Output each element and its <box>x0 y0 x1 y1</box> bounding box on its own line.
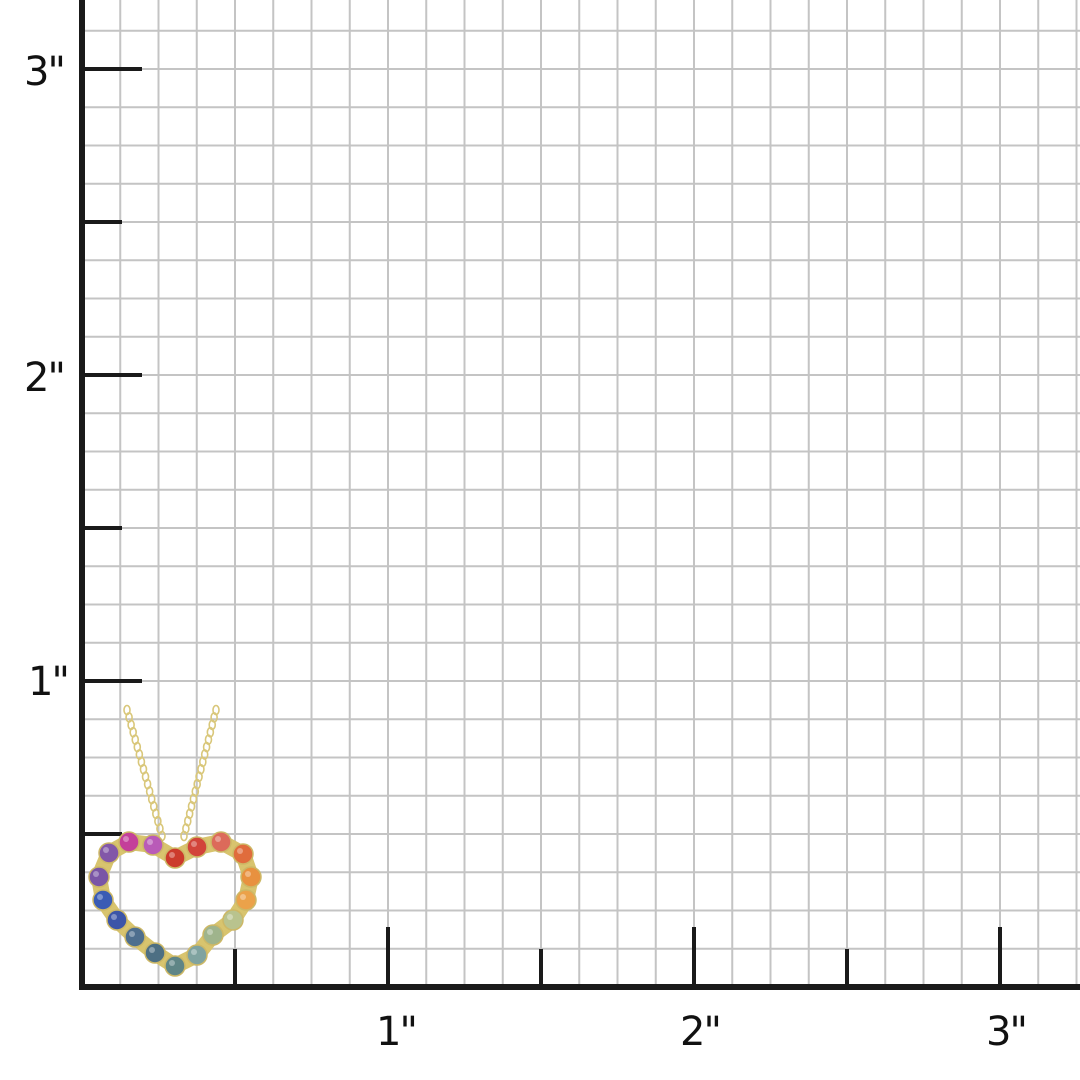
gemstone <box>210 831 232 853</box>
gem-highlight <box>123 836 129 842</box>
gemstone <box>186 944 208 966</box>
gemstone <box>164 847 186 869</box>
gemstone <box>88 866 110 888</box>
gemstone <box>144 942 166 964</box>
y-label-2in: 2" <box>24 355 66 401</box>
x-label-1in: 1" <box>376 1009 418 1055</box>
gem-highlight <box>191 841 197 847</box>
gem-highlight <box>227 914 233 920</box>
gemstone <box>106 909 128 931</box>
gemstone <box>164 955 186 977</box>
gem-highlight <box>191 949 197 955</box>
gem-highlight <box>111 914 117 920</box>
y-label-1in: 1" <box>28 659 70 705</box>
heart-pendant <box>88 704 262 977</box>
gem-highlight <box>149 947 155 953</box>
x-label-3in: 3" <box>986 1009 1028 1055</box>
gemstone <box>235 889 257 911</box>
gem-highlight <box>215 836 221 842</box>
gemstone <box>240 866 262 888</box>
gemstone <box>98 842 120 864</box>
gemstone <box>92 889 114 911</box>
gem-highlight <box>103 847 109 853</box>
gemstone <box>186 836 208 858</box>
gemstone <box>232 843 254 865</box>
gem-highlight <box>207 929 213 935</box>
x-label-2in: 2" <box>680 1009 722 1055</box>
gem-highlight <box>169 852 175 858</box>
gemstone <box>222 909 244 931</box>
gem-highlight <box>240 894 246 900</box>
y-label-3in: 3" <box>24 49 66 95</box>
gem-highlight <box>245 871 251 877</box>
gemstone <box>202 924 224 946</box>
gem-highlight <box>93 871 99 877</box>
chain-link <box>180 830 188 842</box>
gemstone <box>142 834 164 856</box>
gem-highlight <box>237 848 243 854</box>
gem-highlight <box>169 960 175 966</box>
gem-highlight <box>129 931 135 937</box>
gem-highlight <box>147 839 153 845</box>
gemstone <box>124 926 146 948</box>
gemstone <box>118 831 140 853</box>
gem-highlight <box>97 894 103 900</box>
